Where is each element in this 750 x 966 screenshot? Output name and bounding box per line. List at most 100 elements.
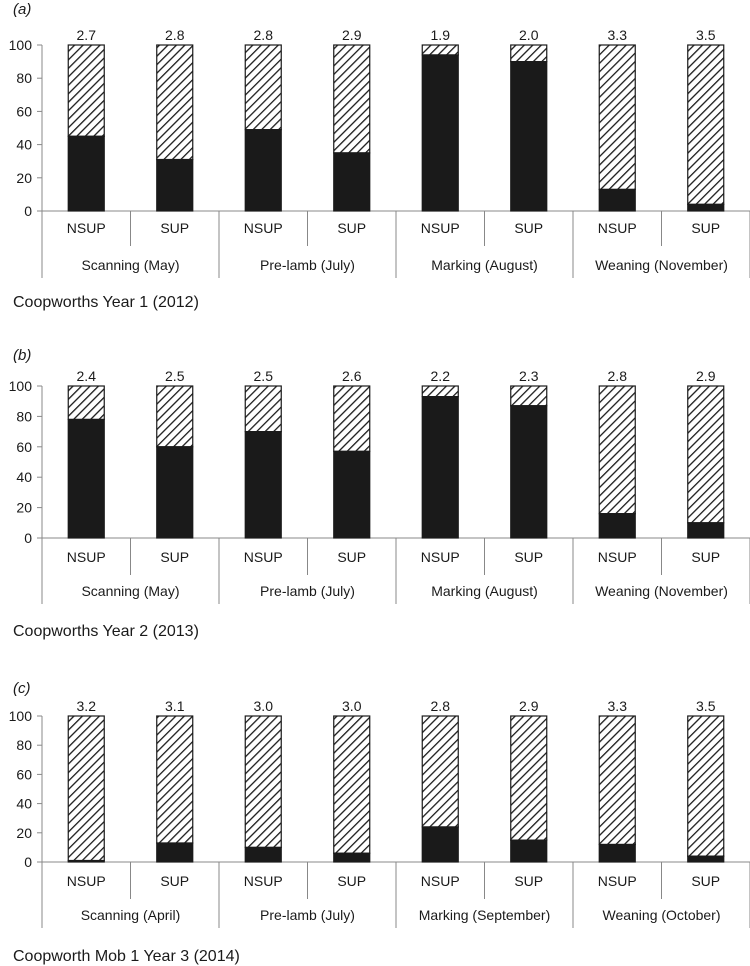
category-label: SUP	[160, 549, 189, 565]
y-tick-label: 0	[24, 854, 32, 870]
bar-segment-hatched	[510, 44, 548, 63]
category-label: NSUP	[421, 549, 460, 565]
bar-segment-hatched	[687, 715, 725, 857]
bar-data-label: 2.8	[254, 27, 274, 43]
y-tick-label: 100	[9, 37, 33, 53]
bar-segment-solid	[244, 129, 282, 212]
category-label: SUP	[514, 549, 543, 565]
bar-segment-solid	[510, 405, 548, 539]
y-tick-label: 40	[16, 469, 32, 485]
group-label: Pre-lamb (July)	[260, 583, 355, 599]
bar-segment-solid	[156, 446, 194, 539]
bar-data-label: 3.3	[608, 27, 628, 43]
y-tick-label: 40	[16, 137, 32, 153]
bar-segment-hatched	[333, 385, 371, 452]
bar-data-label: 3.5	[696, 27, 716, 43]
bar-segment-solid	[598, 513, 636, 539]
group-label: Weaning (November)	[595, 583, 728, 599]
bar-segment-solid	[244, 431, 282, 539]
bar-segment-hatched	[421, 715, 459, 828]
bar-segment-solid	[421, 54, 459, 212]
bar-segment-hatched	[333, 715, 371, 854]
group-label: Weaning (November)	[595, 257, 728, 273]
y-tick-label: 20	[16, 500, 32, 516]
bar-data-label: 2.5	[165, 368, 185, 384]
y-tick-label: 100	[9, 708, 33, 724]
bar-segment-hatched	[687, 385, 725, 524]
panel-caption: Coopworths Year 1 (2012)	[13, 294, 199, 311]
category-label: NSUP	[244, 220, 283, 236]
bar-segment-solid	[333, 152, 371, 212]
category-label: NSUP	[67, 549, 106, 565]
bar-segment-hatched	[421, 44, 459, 56]
bar-data-label: 2.8	[165, 27, 185, 43]
y-tick-label: 0	[24, 530, 32, 546]
category-label: SUP	[514, 873, 543, 889]
group-label: Weaning (October)	[602, 907, 720, 923]
category-label: SUP	[691, 549, 720, 565]
category-label: NSUP	[67, 220, 106, 236]
bar-data-label: 2.7	[77, 27, 97, 43]
bar-data-label: 3.5	[696, 698, 716, 714]
category-label: SUP	[337, 220, 366, 236]
bar-segment-hatched	[510, 715, 548, 841]
category-label: NSUP	[598, 873, 637, 889]
bar-segment-hatched	[244, 44, 282, 131]
bar-data-label: 2.0	[519, 27, 539, 43]
bar-data-label: 3.3	[608, 698, 628, 714]
bar-segment-solid	[598, 188, 636, 212]
group-label: Marking (August)	[431, 257, 538, 273]
category-label: SUP	[160, 220, 189, 236]
bar-data-label: 2.9	[342, 27, 362, 43]
bar-segment-hatched	[598, 44, 636, 191]
category-label: SUP	[337, 873, 366, 889]
bar-segment-solid	[333, 450, 371, 539]
category-label: SUP	[160, 873, 189, 889]
y-tick-label: 40	[16, 796, 32, 812]
y-tick-label: 80	[16, 737, 32, 753]
bar-segment-solid	[687, 855, 725, 863]
y-tick-label: 60	[16, 766, 32, 782]
bar-segment-solid	[687, 203, 725, 212]
y-tick-label: 80	[16, 70, 32, 86]
bar-data-label: 2.9	[519, 698, 539, 714]
group-label: Scanning (May)	[81, 257, 179, 273]
bar-segment-solid	[156, 158, 194, 212]
panel-caption: Coopworths Year 2 (2013)	[13, 623, 199, 640]
chart-panel-a: (a) 0 20 40 60 80 100 2.7 NSUP 2.8 SUP 2.8 NSUP 2.9 SU…	[9, 1, 750, 311]
category-label: SUP	[337, 549, 366, 565]
panel-label: (a)	[13, 1, 31, 18]
group-label: Marking (August)	[431, 583, 538, 599]
group-label: Pre-lamb (July)	[260, 907, 355, 923]
group-label: Scanning (April)	[81, 907, 181, 923]
bar-data-label: 3.0	[254, 698, 274, 714]
bar-data-label: 2.5	[254, 368, 274, 384]
bar-data-label: 1.9	[431, 27, 451, 43]
bar-segment-solid	[598, 843, 636, 863]
bar-segment-hatched	[421, 385, 459, 398]
chart-panel-b: (b) 0 20 40 60 80 100 2.4 NSUP 2.5 SUP 2.5 NSUP 2.6 SU…	[9, 347, 750, 640]
bar-segment-hatched	[598, 385, 636, 515]
y-tick-label: 20	[16, 825, 32, 841]
bar-segment-solid	[67, 418, 105, 539]
bar-data-label: 2.2	[431, 368, 451, 384]
chart-panel-c: (c) 0 20 40 60 80 100 3.2 NSUP 3.1 SUP 3.0 NSUP 3.0 SU…	[9, 680, 750, 965]
bar-segment-solid	[67, 135, 105, 212]
y-tick-label: 80	[16, 408, 32, 424]
bar-data-label: 2.6	[342, 368, 362, 384]
category-label: NSUP	[598, 549, 637, 565]
bar-segment-solid	[421, 826, 459, 863]
y-tick-label: 100	[9, 378, 33, 394]
bar-segment-hatched	[156, 715, 194, 844]
bar-segment-hatched	[687, 44, 725, 205]
group-label: Scanning (May)	[81, 583, 179, 599]
category-label: NSUP	[421, 220, 460, 236]
bar-segment-hatched	[244, 715, 282, 848]
bar-segment-solid	[510, 839, 548, 863]
y-tick-label: 60	[16, 103, 32, 119]
bar-data-label: 3.1	[165, 698, 185, 714]
bar-data-label: 2.4	[77, 368, 97, 384]
y-tick-label: 20	[16, 170, 32, 186]
category-label: NSUP	[244, 873, 283, 889]
